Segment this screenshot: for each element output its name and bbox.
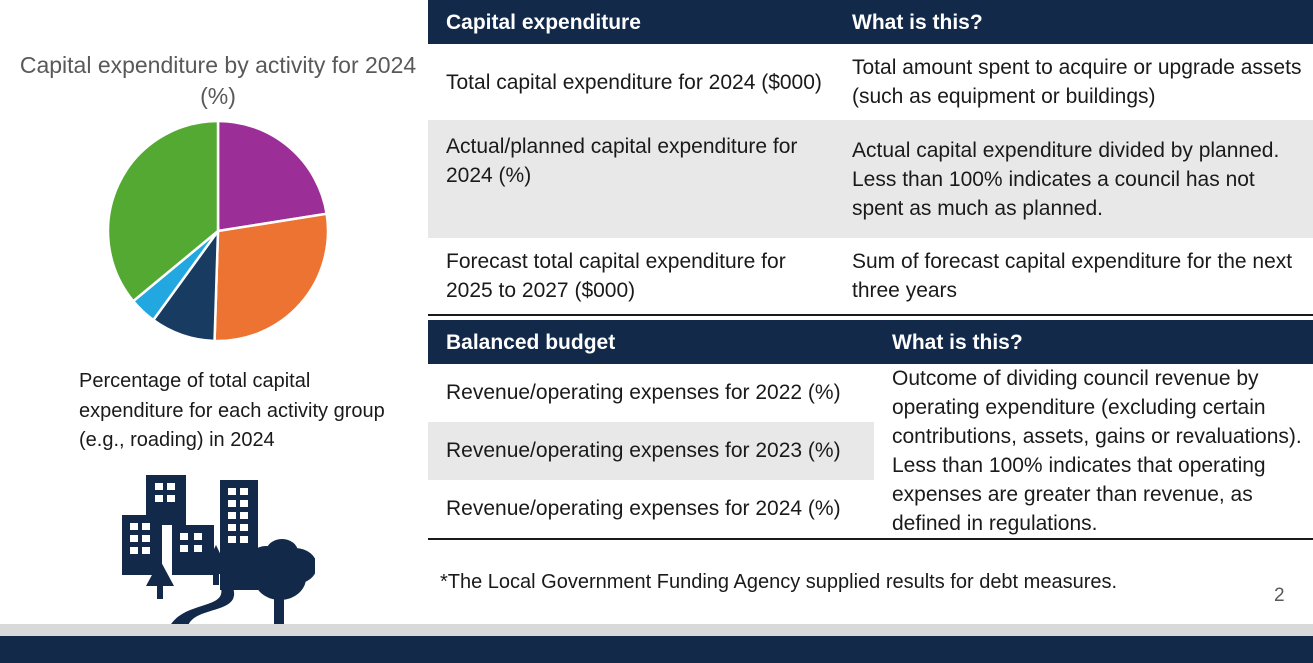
pie-slice <box>213 212 330 343</box>
pie-slice <box>106 119 220 303</box>
table-header-row: Capital expenditure What is this? <box>428 0 1313 44</box>
header-capital-expenditure: Capital expenditure <box>428 0 834 44</box>
metric-cell: Revenue/operating expenses for 2024 (%) <box>446 497 841 521</box>
capital-expenditure-table: Capital expenditure What is this? Total … <box>428 0 1313 316</box>
page-number: 2 <box>1274 585 1285 606</box>
footer-bar-dark <box>0 636 1313 663</box>
pie-chart <box>106 119 330 343</box>
header-what-is-this: What is this? <box>834 0 1313 44</box>
chart-title: Capital expenditure by activity for 2024… <box>19 52 417 109</box>
table-header-row: Balanced budget What is this? <box>428 320 1313 364</box>
metric-cell: Forecast total capital expenditure for 2… <box>446 250 786 302</box>
metric-cell: Revenue/operating expenses for 2023 (%) <box>428 421 874 480</box>
table-row: Revenue/operating expenses for 2023 (%) <box>428 421 1313 480</box>
footnote: *The Local Government Funding Agency sup… <box>440 571 1118 593</box>
description-cell: Total amount spent to acquire or upgrade… <box>852 56 1302 108</box>
table-row: Actual/planned capital expenditure for 2… <box>428 120 1313 238</box>
pie-slice <box>216 119 329 233</box>
table-row: Forecast total capital expenditure for 2… <box>428 238 1313 315</box>
table-row: Revenue/operating expenses for 2022 (%) … <box>428 364 1313 535</box>
description-cell: Sum of forecast capital expenditure for … <box>852 250 1293 302</box>
description-cell: Actual capital expenditure divided by pl… <box>834 120 1313 238</box>
chart-caption: Percentage of total capital expenditure … <box>79 370 385 451</box>
table-row: Total capital expenditure for 2024 ($000… <box>428 44 1313 120</box>
balanced-budget-table: Balanced budget What is this? Revenue/op… <box>428 320 1313 540</box>
metric-cell: Revenue/operating expenses for 2022 (%) <box>446 381 841 405</box>
metric-cell: Actual/planned capital expenditure for 2… <box>428 120 834 238</box>
footer-bar-light <box>0 624 1313 636</box>
metric-cell: Total capital expenditure for 2024 ($000… <box>446 70 822 94</box>
table-row: Revenue/operating expenses for 2024 (%) <box>428 480 1313 539</box>
header-what-is-this: What is this? <box>874 320 1313 364</box>
header-balanced-budget: Balanced budget <box>428 320 874 364</box>
city-buildings-icon <box>122 475 315 626</box>
description-cell: Outcome of dividing council revenue by o… <box>892 367 1302 535</box>
